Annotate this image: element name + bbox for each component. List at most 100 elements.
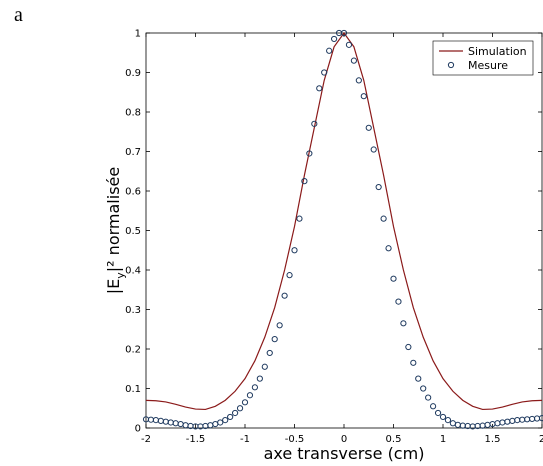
- data-point-mesure: [350, 57, 357, 64]
- data-point-mesure: [454, 421, 461, 428]
- legend-label: Mesure: [468, 59, 508, 72]
- data-point-mesure: [301, 178, 308, 185]
- data-point-mesure: [281, 292, 288, 299]
- data-point-mesure: [172, 420, 179, 427]
- data-point-mesure: [236, 405, 244, 412]
- y-tick-label: 0.6: [125, 187, 141, 198]
- data-point-mesure: [232, 409, 239, 417]
- data-point-mesure: [479, 422, 486, 429]
- data-point-mesure: [494, 420, 501, 427]
- data-point-mesure: [212, 420, 219, 428]
- data-point-mesure: [395, 298, 402, 305]
- data-point-mesure: [286, 272, 293, 279]
- data-point-mesure: [157, 417, 164, 424]
- data-point-mesure: [326, 47, 333, 54]
- data-point-mesure: [400, 320, 407, 327]
- data-point-mesure: [271, 336, 278, 343]
- data-point-mesure: [261, 363, 268, 370]
- y-tick-label: 0.8: [125, 108, 141, 119]
- data-point-mesure: [519, 416, 526, 423]
- data-point-mesure: [415, 375, 422, 382]
- data-point-mesure: [529, 415, 536, 423]
- data-point-mesure: [162, 418, 169, 425]
- y-tick-label: 1: [135, 29, 141, 40]
- data-point-mesure: [499, 419, 506, 426]
- data-point-mesure: [182, 422, 189, 429]
- data-point-mesure: [222, 417, 229, 424]
- data-point-mesure: [420, 385, 427, 392]
- data-point-mesure: [410, 359, 417, 366]
- legend-swatch-mesure: [447, 61, 455, 69]
- data-point-mesure: [331, 35, 338, 43]
- data-point-mesure: [459, 422, 466, 429]
- data-point-mesure: [524, 416, 531, 423]
- data-point-mesure: [355, 77, 362, 84]
- data-point-mesure: [449, 420, 456, 427]
- data-point-mesure: [434, 409, 442, 417]
- data-point-mesure: [345, 41, 353, 48]
- x-tick-label: -1.5: [186, 434, 206, 445]
- data-point-mesure: [538, 415, 543, 422]
- data-point-mesure: [246, 392, 254, 399]
- data-point-mesure: [241, 399, 249, 406]
- data-point-mesure: [152, 417, 159, 424]
- y-tick-label: 0.5: [125, 226, 141, 237]
- y-tick-label: 0.9: [125, 68, 141, 79]
- data-point-mesure: [444, 417, 452, 424]
- y-tick-label: 0.1: [125, 384, 141, 395]
- data-point-mesure: [370, 146, 377, 153]
- x-tick-label: 1: [440, 434, 446, 445]
- data-point-mesure: [227, 413, 234, 421]
- x-tick-label: -2: [141, 434, 151, 445]
- y-tick-label: 0: [135, 424, 141, 435]
- x-tick-label: -0.5: [285, 434, 305, 445]
- data-point-mesure: [311, 120, 318, 127]
- legend-box: [432, 40, 534, 76]
- x-tick-label: 0.5: [386, 434, 402, 445]
- data-point-mesure: [504, 418, 511, 425]
- y-tick-label: 0.7: [125, 147, 141, 158]
- data-point-mesure: [177, 420, 184, 428]
- data-point-mesure: [425, 394, 432, 401]
- data-point-mesure: [439, 413, 447, 421]
- data-point-mesure: [217, 419, 224, 426]
- data-point-mesure: [296, 215, 303, 222]
- data-point-mesure: [385, 245, 392, 252]
- data-point-mesure: [291, 247, 298, 254]
- legend-label: Simulation: [468, 45, 527, 58]
- data-point-mesure: [321, 69, 328, 76]
- data-point-mesure: [207, 422, 214, 429]
- data-point-mesure: [430, 403, 437, 410]
- data-point-mesure: [375, 183, 382, 191]
- data-point-mesure: [147, 416, 155, 423]
- data-point-mesure: [390, 275, 397, 282]
- y-tick-label: 0.3: [125, 305, 141, 316]
- data-point-mesure: [340, 29, 348, 37]
- plot-frame: [145, 32, 543, 429]
- data-point-mesure: [380, 215, 387, 222]
- panel-label: a: [14, 4, 23, 26]
- data-point-mesure: [484, 421, 491, 428]
- data-point-mesure: [509, 417, 516, 424]
- y-tick-label: 0.4: [125, 266, 141, 277]
- data-point-mesure: [316, 85, 323, 92]
- series-line-simulation: [145, 31, 543, 411]
- data-point-mesure: [167, 419, 174, 426]
- x-axis-label: axe transverse (cm): [264, 444, 425, 463]
- x-tick-label: 2: [539, 434, 543, 445]
- data-point-mesure: [266, 349, 273, 357]
- data-point-mesure: [514, 417, 521, 424]
- x-tick-label: -1: [240, 434, 250, 445]
- data-point-mesure: [256, 375, 263, 382]
- data-point-mesure: [276, 322, 283, 329]
- data-point-mesure: [306, 150, 313, 157]
- data-point-mesure: [405, 343, 412, 351]
- y-tick-label: 0.2: [125, 345, 141, 356]
- data-point-mesure: [365, 124, 372, 131]
- data-point-mesure: [360, 93, 367, 100]
- data-point-mesure: [533, 415, 541, 422]
- x-tick-label: 1.5: [485, 434, 501, 445]
- y-axis-label: |Ey|² normalisée: [104, 167, 127, 294]
- x-tick-label: 0: [341, 434, 347, 445]
